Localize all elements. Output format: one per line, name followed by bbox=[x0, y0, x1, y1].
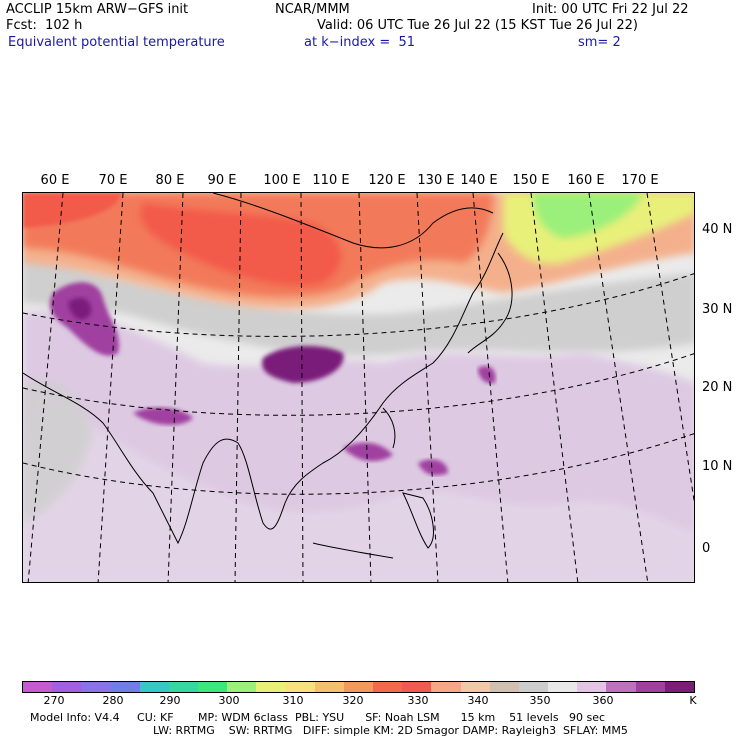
lon-label: 120 E bbox=[368, 173, 406, 188]
grey-west bbox=[23, 380, 93, 523]
colorbar-segment bbox=[402, 682, 432, 692]
colorbar-unit: K bbox=[689, 694, 697, 707]
colorbar-segment bbox=[606, 682, 636, 692]
colorbar-segment bbox=[314, 682, 344, 692]
smoothing: sm= 2 bbox=[578, 35, 621, 50]
colorbar-tick-label: 330 bbox=[407, 694, 429, 707]
lon-label: 110 E bbox=[312, 173, 350, 188]
footer-physics-info: LW: RRTMG SW: RRTMG DIFF: simple KM: 2D … bbox=[153, 724, 628, 737]
coastlines bbox=[23, 193, 513, 559]
lat-label: 0 bbox=[702, 541, 711, 556]
colorbar-segment bbox=[256, 682, 286, 692]
colorbar-segment bbox=[285, 682, 315, 692]
model-title: ACCLIP 15km ARW−GFS init bbox=[6, 2, 189, 17]
purple-patch-5 bbox=[418, 459, 448, 476]
lon-label: 130 E bbox=[417, 173, 455, 188]
colorbar-segment bbox=[373, 682, 403, 692]
purple-patch-4 bbox=[343, 442, 393, 462]
lat-label: 40 N bbox=[702, 222, 733, 237]
colorbar-segment bbox=[548, 682, 578, 692]
colorbar-tick-label: 320 bbox=[342, 694, 364, 707]
colorbar-segment bbox=[227, 682, 257, 692]
lat-label: 20 N bbox=[702, 380, 733, 395]
colorbar-segment bbox=[343, 682, 374, 692]
lon-label: 90 E bbox=[207, 173, 237, 188]
colorbar-segment bbox=[577, 682, 607, 692]
colorbar-segment bbox=[635, 682, 665, 692]
colorbar-segment bbox=[198, 682, 228, 692]
footer-model-info: Model Info: V4.4 CU: KF MP: WDM 6class P… bbox=[30, 711, 606, 724]
colorbar-tick-label: 270 bbox=[43, 694, 65, 707]
colorbar-segment bbox=[168, 682, 199, 692]
field-name: Equivalent potential temperature bbox=[8, 35, 225, 50]
colorbar-segment bbox=[518, 682, 549, 692]
colorbar-tick-label: 300 bbox=[218, 694, 240, 707]
map-svg bbox=[23, 193, 694, 582]
pale-purple bbox=[23, 393, 694, 582]
warm-core-west bbox=[23, 193, 123, 228]
graticule bbox=[23, 193, 694, 582]
colorbar-segment bbox=[81, 682, 111, 692]
organization: NCAR/MMM bbox=[275, 2, 350, 17]
init-time: Init: 00 UTC Fri 22 Jul 22 bbox=[532, 2, 689, 17]
colorbar-segment bbox=[52, 682, 82, 692]
colorbar-tick-label: 290 bbox=[159, 694, 181, 707]
colorbar-segment bbox=[431, 682, 461, 692]
valid-time: Valid: 06 UTC Tue 26 Jul 22 (15 KST Tue … bbox=[317, 18, 638, 33]
green-zone bbox=[533, 193, 643, 238]
lon-label: 160 E bbox=[567, 173, 605, 188]
dark-purple-core bbox=[68, 297, 92, 320]
warm-core bbox=[140, 203, 342, 286]
colorbar-segment bbox=[139, 682, 169, 692]
colorbar-tick-label: 280 bbox=[102, 694, 124, 707]
lon-label: 70 E bbox=[98, 173, 128, 188]
lon-label: 150 E bbox=[512, 173, 550, 188]
purple-patch-2 bbox=[262, 346, 344, 383]
lon-label: 140 E bbox=[460, 173, 498, 188]
colorbar-segment bbox=[23, 682, 53, 692]
map-panel bbox=[22, 192, 695, 583]
colorbar-segment bbox=[110, 682, 140, 692]
colorbar-tick-label: 350 bbox=[529, 694, 551, 707]
colorbar-tick-label: 310 bbox=[282, 694, 304, 707]
colorbar bbox=[22, 681, 695, 693]
lon-label: 100 E bbox=[263, 173, 301, 188]
forecast-hour: Fcst: 102 h bbox=[6, 18, 83, 33]
lat-label: 30 N bbox=[702, 302, 733, 317]
lon-label: 60 E bbox=[40, 173, 70, 188]
colorbar-segment bbox=[664, 682, 694, 692]
lat-label: 10 N bbox=[702, 459, 733, 474]
lon-label: 170 E bbox=[621, 173, 659, 188]
lon-label: 80 E bbox=[155, 173, 185, 188]
colorbar-segment bbox=[460, 682, 490, 692]
level-index: at k−index = 51 bbox=[304, 35, 416, 50]
colorbar-tick-label: 360 bbox=[592, 694, 614, 707]
purple-patch-6 bbox=[478, 366, 496, 384]
grey-band bbox=[23, 253, 694, 356]
purple-patch-3 bbox=[133, 407, 193, 425]
colorbar-segment bbox=[489, 682, 519, 692]
purple-patch-1 bbox=[49, 282, 120, 356]
colorbar-tick-label: 340 bbox=[467, 694, 489, 707]
